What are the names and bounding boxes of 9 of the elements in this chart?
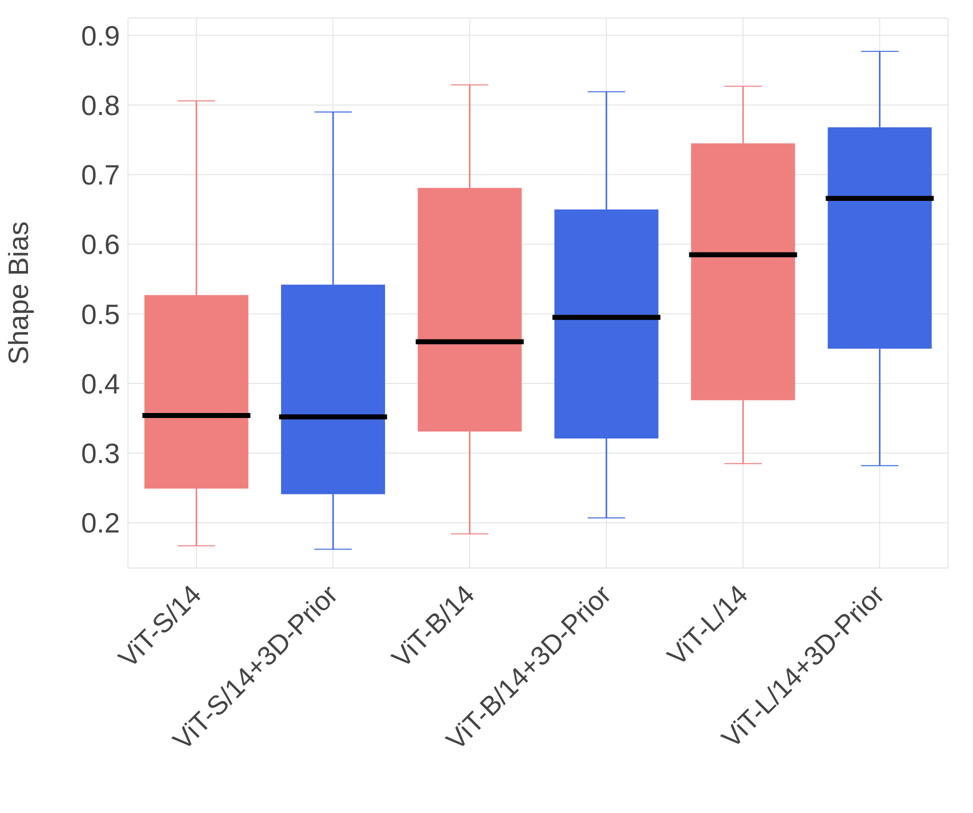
y-axis-title: Shape Bias <box>2 221 34 365</box>
y-tick-label: 0.2 <box>81 508 120 539</box>
y-tick-label: 0.4 <box>81 368 120 400</box>
y-tick-label: 0.5 <box>81 298 120 330</box>
y-tick-label: 0.6 <box>81 229 120 260</box>
y-tick-label: 0.8 <box>81 90 120 121</box>
y-tick-label: 0.9 <box>81 20 120 52</box>
y-tick-label: 0.3 <box>81 438 120 470</box>
y-tick-label: 0.7 <box>81 160 120 191</box>
